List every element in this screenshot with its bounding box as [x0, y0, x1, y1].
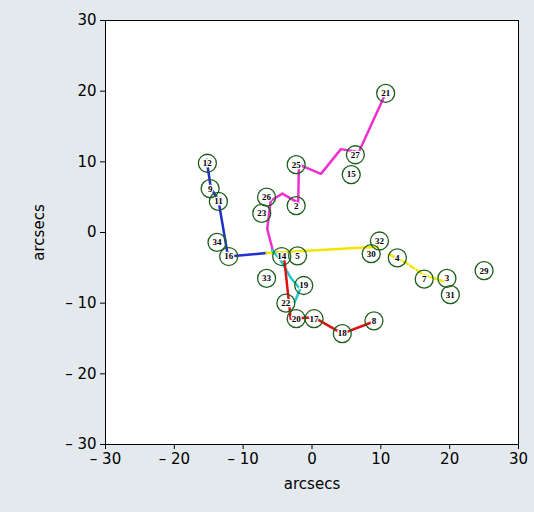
svg-text:arcsecs: arcsecs — [284, 475, 341, 493]
svg-text:4: 4 — [395, 253, 400, 263]
svg-text:20: 20 — [77, 82, 96, 100]
svg-text:– 10: – 10 — [227, 450, 258, 468]
svg-text:19: 19 — [299, 280, 309, 290]
svg-text:14: 14 — [277, 251, 287, 261]
svg-text:22: 22 — [281, 298, 291, 308]
svg-text:30: 30 — [77, 11, 96, 29]
svg-text:– 20: – 20 — [159, 450, 190, 468]
svg-text:30: 30 — [367, 249, 377, 259]
svg-text:32: 32 — [375, 236, 385, 246]
svg-text:21: 21 — [381, 88, 391, 98]
svg-text:– 20: – 20 — [65, 365, 96, 383]
svg-text:– 30: – 30 — [65, 435, 96, 453]
svg-text:20: 20 — [440, 450, 459, 468]
svg-text:31: 31 — [446, 290, 456, 300]
svg-text:15: 15 — [347, 169, 357, 179]
svg-text:17: 17 — [310, 314, 320, 324]
svg-text:27: 27 — [351, 150, 361, 160]
svg-text:0: 0 — [307, 450, 317, 468]
svg-text:18: 18 — [338, 328, 348, 338]
svg-text:11: 11 — [214, 196, 223, 206]
svg-text:0: 0 — [87, 223, 97, 241]
svg-text:26: 26 — [262, 192, 272, 202]
svg-text:20: 20 — [292, 314, 302, 324]
svg-text:16: 16 — [224, 251, 234, 261]
svg-text:– 10: – 10 — [65, 294, 96, 312]
svg-text:29: 29 — [480, 266, 490, 276]
svg-text:2: 2 — [294, 201, 299, 211]
svg-text:3: 3 — [445, 273, 450, 283]
svg-text:5: 5 — [295, 251, 300, 261]
svg-text:33: 33 — [262, 273, 272, 283]
svg-text:arcsecs: arcsecs — [30, 204, 48, 261]
svg-text:34: 34 — [213, 237, 223, 247]
svg-text:23: 23 — [257, 208, 267, 218]
svg-text:30: 30 — [509, 450, 528, 468]
svg-text:10: 10 — [77, 153, 96, 171]
svg-text:10: 10 — [371, 450, 390, 468]
svg-text:– 30: – 30 — [89, 450, 122, 469]
svg-text:8: 8 — [372, 316, 377, 326]
svg-text:25: 25 — [292, 160, 302, 170]
svg-text:7: 7 — [422, 274, 427, 284]
svg-text:12: 12 — [203, 158, 213, 168]
svg-text:9: 9 — [208, 184, 213, 194]
